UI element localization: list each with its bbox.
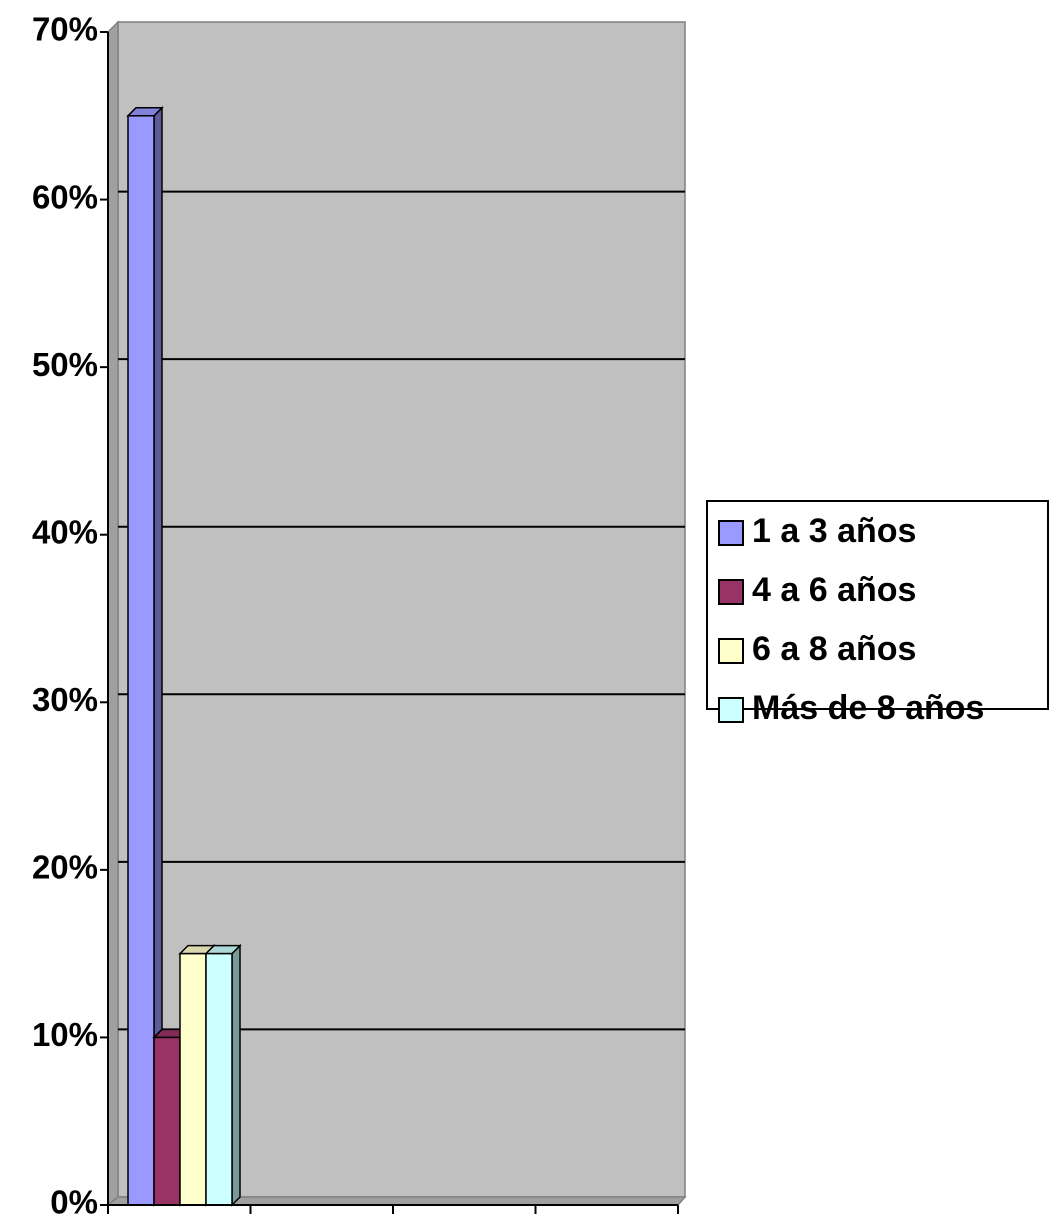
- y-tick-label: 10%: [32, 1016, 98, 1053]
- legend-items: 1 a 3 años 4 a 6 años 6 a 8 años Más de 8 a…: [718, 512, 984, 727]
- y-tick-label: 40%: [32, 513, 98, 550]
- legend-swatch: [718, 520, 744, 546]
- y-tick-label: 30%: [32, 681, 98, 718]
- y-tick-label: 50%: [32, 346, 98, 383]
- y-tick-label: 20%: [32, 849, 98, 886]
- y-tick-label: 60%: [32, 178, 98, 215]
- bar: [127, 115, 155, 1206]
- bar: [179, 952, 207, 1206]
- bars: [126, 105, 242, 1207]
- y-tick-label: 70%: [32, 11, 98, 48]
- legend-label: 6 a 8 años: [752, 630, 916, 668]
- bar-side: [231, 943, 241, 1207]
- y-tick-label: 0%: [50, 1184, 98, 1221]
- bar: [205, 952, 233, 1206]
- legend-swatch: [718, 579, 744, 605]
- legend-swatch: [718, 638, 744, 664]
- legend-label: 1 a 3 años: [752, 512, 916, 550]
- side-wall: [107, 20, 119, 1207]
- legend-label: Más de 8 años: [752, 689, 984, 727]
- legend-label: 4 a 6 años: [752, 571, 916, 609]
- axes: 0% 10% 20% 30% 40% 50% 60% 70%: [32, 11, 679, 1221]
- legend-swatch: [718, 697, 744, 723]
- bar: [153, 1036, 181, 1206]
- legend: [706, 500, 1049, 710]
